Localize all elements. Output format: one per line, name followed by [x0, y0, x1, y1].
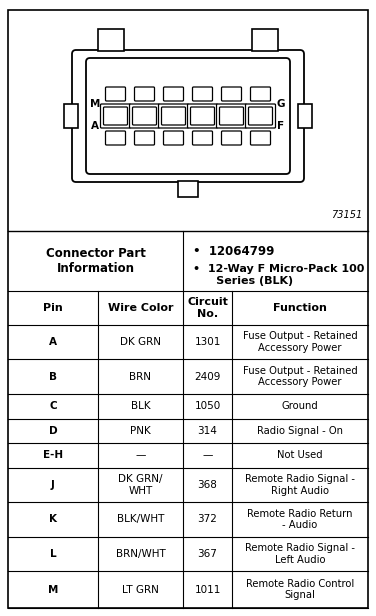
Text: Circuit
No.: Circuit No. — [187, 297, 228, 319]
Text: Remote Radio Signal -
Left Audio: Remote Radio Signal - Left Audio — [245, 543, 355, 565]
FancyBboxPatch shape — [86, 58, 290, 174]
FancyBboxPatch shape — [162, 107, 185, 125]
FancyBboxPatch shape — [135, 131, 155, 145]
FancyBboxPatch shape — [100, 104, 130, 128]
Text: J: J — [51, 480, 55, 490]
FancyBboxPatch shape — [129, 104, 159, 128]
Text: Connector Part
Information: Connector Part Information — [45, 247, 146, 275]
Text: DK GRN: DK GRN — [120, 337, 161, 347]
FancyBboxPatch shape — [193, 131, 212, 145]
Text: 1301: 1301 — [194, 337, 221, 347]
Bar — [298, 104, 312, 128]
Bar — [178, 181, 198, 197]
Text: G: G — [277, 99, 285, 109]
FancyBboxPatch shape — [221, 131, 241, 145]
FancyBboxPatch shape — [106, 87, 126, 101]
Text: —: — — [135, 450, 146, 460]
Text: 1050: 1050 — [194, 401, 221, 411]
FancyBboxPatch shape — [103, 107, 127, 125]
Text: Fuse Output - Retained
Accessory Power: Fuse Output - Retained Accessory Power — [243, 366, 357, 387]
FancyBboxPatch shape — [246, 104, 276, 128]
Text: DK GRN/
WHT: DK GRN/ WHT — [118, 474, 163, 496]
FancyBboxPatch shape — [159, 104, 188, 128]
Text: Remote Radio Return
- Audio: Remote Radio Return - Audio — [247, 509, 353, 530]
Text: 73151: 73151 — [331, 210, 362, 220]
FancyBboxPatch shape — [72, 50, 304, 182]
Text: F: F — [277, 121, 285, 131]
Text: BRN: BRN — [129, 371, 152, 382]
Text: Remote Radio Control
Signal: Remote Radio Control Signal — [246, 579, 354, 601]
Text: 1011: 1011 — [194, 585, 221, 594]
Text: Wire Color: Wire Color — [108, 303, 173, 313]
Text: LT GRN: LT GRN — [122, 585, 159, 594]
Text: Radio Signal - On: Radio Signal - On — [257, 426, 343, 436]
Text: D: D — [49, 426, 57, 436]
Text: Not Used: Not Used — [277, 450, 323, 460]
Text: •  12-Way F Micro-Pack 100
      Series (BLK): • 12-Way F Micro-Pack 100 Series (BLK) — [193, 264, 364, 286]
FancyBboxPatch shape — [249, 107, 273, 125]
Text: PNK: PNK — [130, 426, 151, 436]
FancyBboxPatch shape — [164, 131, 183, 145]
Text: 367: 367 — [197, 549, 217, 559]
FancyBboxPatch shape — [250, 87, 270, 101]
Bar — [64, 104, 78, 128]
Text: C: C — [49, 401, 57, 411]
Text: BRN/WHT: BRN/WHT — [116, 549, 165, 559]
FancyBboxPatch shape — [135, 87, 155, 101]
FancyBboxPatch shape — [164, 87, 183, 101]
Text: 372: 372 — [197, 514, 217, 524]
Text: BLK/WHT: BLK/WHT — [117, 514, 164, 524]
Text: E-H: E-H — [43, 450, 63, 460]
FancyBboxPatch shape — [132, 107, 156, 125]
Text: 314: 314 — [197, 426, 217, 436]
FancyBboxPatch shape — [193, 87, 212, 101]
Text: Pin: Pin — [43, 303, 63, 313]
Text: Function: Function — [273, 303, 327, 313]
FancyBboxPatch shape — [250, 131, 270, 145]
Text: A: A — [91, 121, 99, 131]
Text: •  12064799: • 12064799 — [193, 245, 274, 258]
Bar — [252, 29, 278, 51]
FancyBboxPatch shape — [217, 104, 247, 128]
Text: 368: 368 — [197, 480, 217, 490]
Text: 2409: 2409 — [194, 371, 221, 382]
Text: M: M — [48, 585, 58, 594]
Text: Ground: Ground — [282, 401, 318, 411]
FancyBboxPatch shape — [221, 87, 241, 101]
Text: B: B — [49, 371, 57, 382]
Text: BLK: BLK — [131, 401, 150, 411]
FancyBboxPatch shape — [188, 104, 217, 128]
Text: Remote Radio Signal -
Right Audio: Remote Radio Signal - Right Audio — [245, 474, 355, 496]
Text: K: K — [49, 514, 57, 524]
FancyBboxPatch shape — [191, 107, 214, 125]
Bar — [98, 29, 124, 51]
Text: Fuse Output - Retained
Accessory Power: Fuse Output - Retained Accessory Power — [243, 331, 357, 353]
FancyBboxPatch shape — [220, 107, 244, 125]
Text: L: L — [50, 549, 56, 559]
Text: —: — — [202, 450, 213, 460]
Text: M: M — [90, 99, 100, 109]
Text: A: A — [49, 337, 57, 347]
FancyBboxPatch shape — [106, 131, 126, 145]
